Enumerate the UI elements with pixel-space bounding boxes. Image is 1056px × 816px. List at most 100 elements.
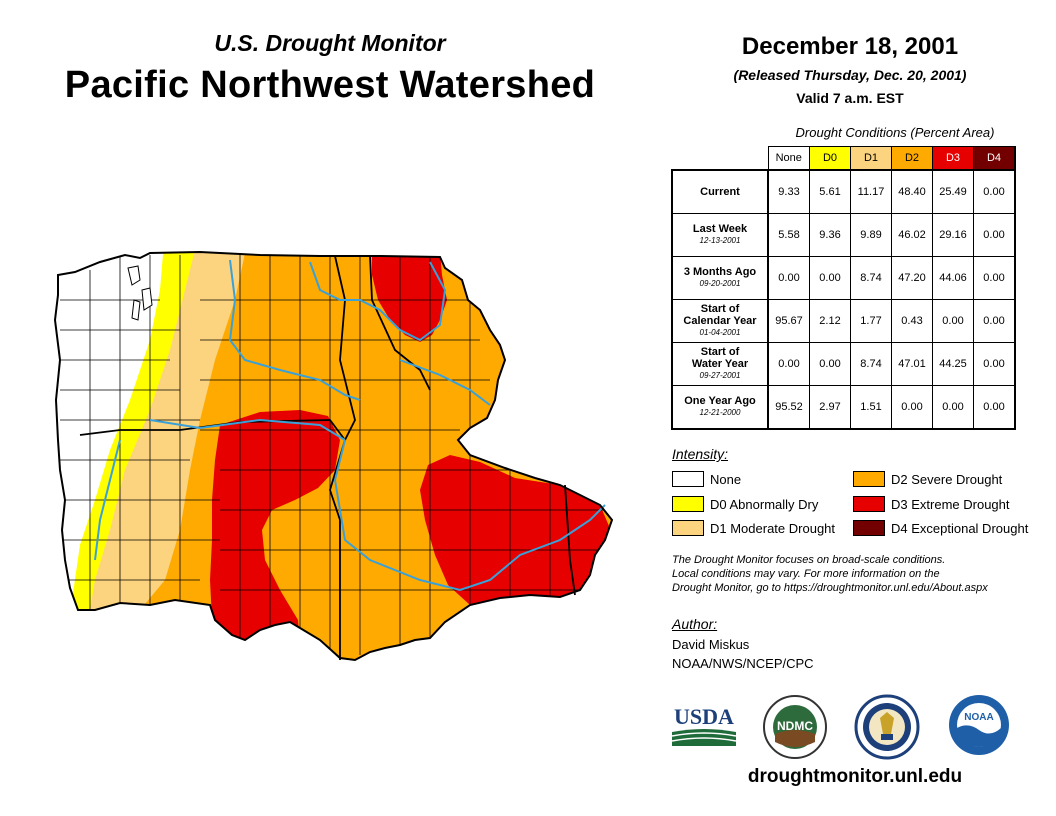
column-header: D4 bbox=[973, 146, 1016, 171]
puget-sound bbox=[127, 265, 153, 321]
table-cell: 0.00 bbox=[973, 342, 1016, 386]
legend-item-d3: D3 Extreme Drought bbox=[853, 496, 1010, 512]
rivers bbox=[94, 259, 606, 592]
legend-label: D3 Extreme Drought bbox=[891, 496, 1010, 512]
legend-label: D2 Severe Drought bbox=[891, 471, 1003, 487]
table-cell: 47.20 bbox=[891, 256, 933, 300]
table-cell: 9.89 bbox=[850, 213, 892, 257]
legend-swatch bbox=[672, 520, 704, 536]
table-cell: 95.52 bbox=[767, 385, 810, 430]
legend-item-d0: D0 Abnormally Dry bbox=[672, 496, 818, 512]
map-d3-north bbox=[372, 252, 447, 342]
legend-item-d2: D2 Severe Drought bbox=[853, 471, 1002, 487]
table-caption: Drought Conditions (Percent Area) bbox=[795, 125, 995, 140]
noaa-logo: NOAA bbox=[949, 695, 1009, 755]
legend-item-d4: D4 Exceptional Drought bbox=[853, 520, 1028, 536]
column-header: D2 bbox=[891, 146, 933, 171]
table-cell: 0.00 bbox=[809, 256, 851, 300]
table-cell: 0.00 bbox=[973, 385, 1016, 430]
table-cell: 0.00 bbox=[767, 342, 810, 386]
svg-text:NDMC: NDMC bbox=[777, 719, 813, 733]
table-cell: 1.77 bbox=[850, 299, 892, 343]
table-cell: 9.36 bbox=[809, 213, 851, 257]
legend-swatch bbox=[672, 496, 704, 512]
table-cell: 0.00 bbox=[932, 299, 974, 343]
row-date: 12-13-2001 bbox=[699, 236, 741, 245]
legend-label: None bbox=[710, 471, 742, 487]
row-label: Start of Water Year 09-27-2001 bbox=[671, 342, 769, 386]
legend-swatch bbox=[853, 520, 885, 536]
table-cell: 5.61 bbox=[809, 169, 851, 214]
ndmc-logo: NDMC bbox=[763, 695, 827, 759]
table-header-row: None D0 D1 D2 D3 D4 bbox=[672, 146, 1016, 171]
row-label: One Year Ago 12-21-2000 bbox=[671, 385, 769, 430]
table-cell: 44.25 bbox=[932, 342, 974, 386]
row-date: 01-04-2001 bbox=[699, 328, 741, 337]
column-header: D3 bbox=[932, 146, 974, 171]
table-cell: 25.49 bbox=[932, 169, 974, 214]
table-row: 3 Months Ago 09-20-2001 0.00 0.00 8.74 47… bbox=[671, 256, 1016, 300]
table-row: One Year Ago 12-21-2000 95.52 2.97 1.51 0… bbox=[671, 385, 1016, 430]
column-header: None bbox=[767, 146, 810, 171]
table-cell: 48.40 bbox=[891, 169, 933, 214]
legend-swatch bbox=[853, 471, 885, 487]
legend-label: D1 Moderate Drought bbox=[710, 520, 836, 536]
drought-map bbox=[54, 251, 613, 661]
table-cell: 2.12 bbox=[809, 299, 851, 343]
table-row: Last Week 12-13-2001 5.58 9.36 9.89 46.02… bbox=[671, 213, 1016, 257]
column-header: D0 bbox=[809, 146, 851, 171]
website-link[interactable]: droughtmonitor.unl.edu bbox=[747, 766, 963, 787]
svg-text:NOAA: NOAA bbox=[964, 712, 993, 723]
table-cell: 2.97 bbox=[809, 385, 851, 430]
map-date: December 18, 2001 bbox=[741, 33, 959, 60]
row-date: 12-21-2000 bbox=[699, 408, 741, 417]
table-cell: 0.00 bbox=[973, 213, 1016, 257]
table-cell: 95.67 bbox=[767, 299, 810, 343]
legend-item-d1: D1 Moderate Drought bbox=[672, 520, 835, 536]
table-cell: 29.16 bbox=[932, 213, 974, 257]
table-cell: 5.58 bbox=[767, 213, 810, 257]
legend-heading: Intensity: bbox=[672, 446, 729, 462]
table-cell: 0.00 bbox=[891, 385, 933, 430]
table-cell: 9.33 bbox=[767, 169, 810, 214]
table-cell: 0.00 bbox=[973, 169, 1016, 214]
map-title: Pacific Northwest Watershed bbox=[64, 64, 596, 106]
table-cell: 0.00 bbox=[973, 256, 1016, 300]
table-row: Start of Calendar Year 01-04-2001 95.67 2.… bbox=[671, 299, 1016, 343]
disclaimer: The Drought Monitor focuses on broad-sca… bbox=[672, 554, 988, 594]
column-header: D1 bbox=[850, 146, 892, 171]
drought-conditions-table: None D0 D1 D2 D3 D4 Current 9.33 5.61 11… bbox=[671, 146, 1016, 430]
row-date: 09-20-2001 bbox=[699, 279, 741, 288]
table-row: Start of Water Year 09-27-2001 0.00 0.00 8… bbox=[671, 342, 1016, 386]
table-cell: 8.74 bbox=[850, 342, 892, 386]
legend-swatch bbox=[853, 496, 885, 512]
usda-logo: USDA bbox=[671, 704, 737, 746]
table-cell: 47.01 bbox=[891, 342, 933, 386]
table-row: Current 9.33 5.61 11.17 48.40 25.49 0.00 bbox=[671, 169, 1016, 214]
row-label: 3 Months Ago 09-20-2001 bbox=[671, 256, 769, 300]
row-label: Current bbox=[671, 169, 769, 214]
table-cell: 0.00 bbox=[932, 385, 974, 430]
legend-swatch bbox=[672, 471, 704, 487]
legend-item-none: None bbox=[672, 471, 741, 487]
table-cell: 1.51 bbox=[850, 385, 892, 430]
author-name: David Miskus bbox=[672, 637, 750, 652]
map-d3-oregon bbox=[210, 410, 340, 648]
table-cell: 0.43 bbox=[891, 299, 933, 343]
svg-text:USDA: USDA bbox=[674, 704, 734, 729]
map-subtitle: U.S. Drought Monitor bbox=[214, 30, 446, 56]
legend-label: D0 Abnormally Dry bbox=[710, 496, 819, 512]
table-cell: 11.17 bbox=[850, 169, 892, 214]
table-cell: 44.06 bbox=[932, 256, 974, 300]
table-cell: 46.02 bbox=[891, 213, 933, 257]
author-heading: Author: bbox=[672, 616, 718, 632]
author-org: NOAA/NWS/NCEP/CPC bbox=[672, 656, 814, 671]
row-label: Last Week 12-13-2001 bbox=[671, 213, 769, 257]
table-cell: 8.74 bbox=[850, 256, 892, 300]
row-label: Start of Calendar Year 01-04-2001 bbox=[671, 299, 769, 343]
legend-label: D4 Exceptional Drought bbox=[891, 520, 1029, 536]
doc-seal-logo bbox=[854, 694, 920, 760]
valid-time: Valid 7 a.m. EST bbox=[796, 90, 904, 106]
table-cell: 0.00 bbox=[767, 256, 810, 300]
row-date: 09-27-2001 bbox=[699, 371, 741, 380]
